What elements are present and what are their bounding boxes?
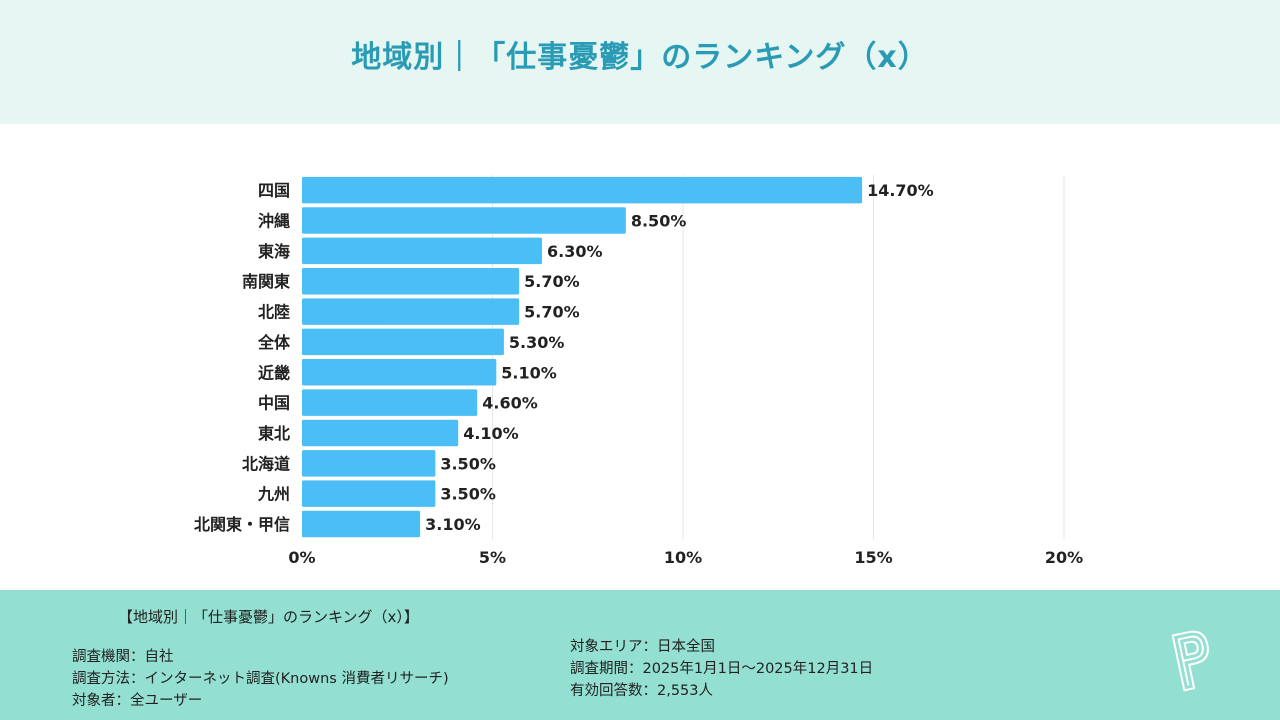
survey-target: 対象者：全ユーザー bbox=[72, 693, 203, 709]
category-label: 東海 bbox=[258, 242, 290, 261]
value-label: 3.10% bbox=[425, 515, 481, 534]
survey-responses: 有効回答数：2,553人 bbox=[570, 683, 714, 699]
bar bbox=[302, 419, 459, 447]
value-label: 5.70% bbox=[524, 303, 580, 322]
survey-info-right: 対象エリア：日本全国 調査期間：2025年1月1日〜2025年12月31日 有効… bbox=[570, 636, 873, 702]
value-label: 6.30% bbox=[547, 242, 603, 261]
category-label: 東北 bbox=[258, 424, 290, 443]
category-label: 北陸 bbox=[258, 303, 290, 322]
x-tick-label: 0% bbox=[288, 548, 315, 567]
x-tick-label: 5% bbox=[479, 548, 506, 567]
footer-title: 【地域別｜「仕事憂鬱」のランキング（x）】 bbox=[118, 608, 419, 626]
value-label: 5.70% bbox=[524, 272, 580, 291]
value-label: 5.10% bbox=[501, 363, 557, 382]
category-label: 四国 bbox=[258, 181, 290, 200]
survey-method: 調査方法：インターネット調査(Knowns 消費者リサーチ) bbox=[72, 671, 449, 687]
bar bbox=[302, 267, 520, 295]
category-label: 南関東 bbox=[242, 272, 290, 291]
value-labels: 14.70% 8.50% 6.30% 5.70% 5.70% 5.30% 5.10% 4.60… bbox=[425, 181, 934, 534]
survey-info-left: 調査機関：自社 調査方法：インターネット調査(Knowns 消費者リサーチ) 対… bbox=[72, 646, 449, 712]
bar bbox=[302, 389, 478, 416]
page-title: 地域別｜「仕事憂鬱」のランキング（x） bbox=[351, 40, 929, 75]
bar bbox=[302, 176, 863, 204]
survey-org: 調査機関：自社 bbox=[72, 649, 174, 665]
bar bbox=[302, 480, 436, 507]
value-label: 8.50% bbox=[631, 212, 687, 231]
category-label: 近畿 bbox=[258, 363, 290, 382]
category-label: 北海道 bbox=[242, 454, 290, 473]
p-logo-icon bbox=[1171, 630, 1209, 692]
bar bbox=[302, 510, 421, 538]
category-label: 九州 bbox=[257, 485, 290, 504]
x-tick-label: 10% bbox=[664, 548, 702, 567]
bar bbox=[302, 207, 626, 234]
footer: 【地域別｜「仕事憂鬱」のランキング（x）】 調査機関：自社 調査方法：インターネ… bbox=[0, 590, 1280, 720]
value-label: 3.50% bbox=[440, 485, 496, 504]
value-label: 14.70% bbox=[867, 181, 934, 200]
bar bbox=[302, 328, 504, 356]
survey-period: 調査期間：2025年1月1日〜2025年12月31日 bbox=[570, 661, 874, 677]
chart-area: 四国沖縄東海南関東北陸全体近畿中国東北北海道九州北関東・甲信 14.70% 8.5… bbox=[0, 124, 1280, 590]
bar bbox=[302, 298, 520, 325]
category-label: 全体 bbox=[257, 333, 291, 352]
category-label: 沖縄 bbox=[258, 212, 290, 231]
bar bbox=[302, 359, 497, 386]
bar bbox=[302, 237, 543, 265]
category-label: 北関東・甲信 bbox=[194, 515, 290, 534]
value-label: 3.50% bbox=[440, 454, 496, 473]
value-label: 4.60% bbox=[482, 394, 538, 413]
grid-lines bbox=[492, 175, 1065, 540]
value-label: 5.30% bbox=[509, 333, 565, 352]
value-label: 4.10% bbox=[463, 424, 519, 443]
x-tick-label: 15% bbox=[854, 548, 892, 567]
bars bbox=[302, 176, 863, 538]
survey-area: 対象エリア：日本全国 bbox=[570, 639, 715, 655]
header-banner: 地域別｜「仕事憂鬱」のランキング（x） bbox=[0, 0, 1280, 124]
x-tick-label: 20% bbox=[1045, 548, 1083, 567]
bar bbox=[302, 450, 436, 477]
x-tick-labels: 0% 5% 10% 15% 20% bbox=[288, 548, 1083, 567]
category-label: 中国 bbox=[258, 394, 290, 413]
